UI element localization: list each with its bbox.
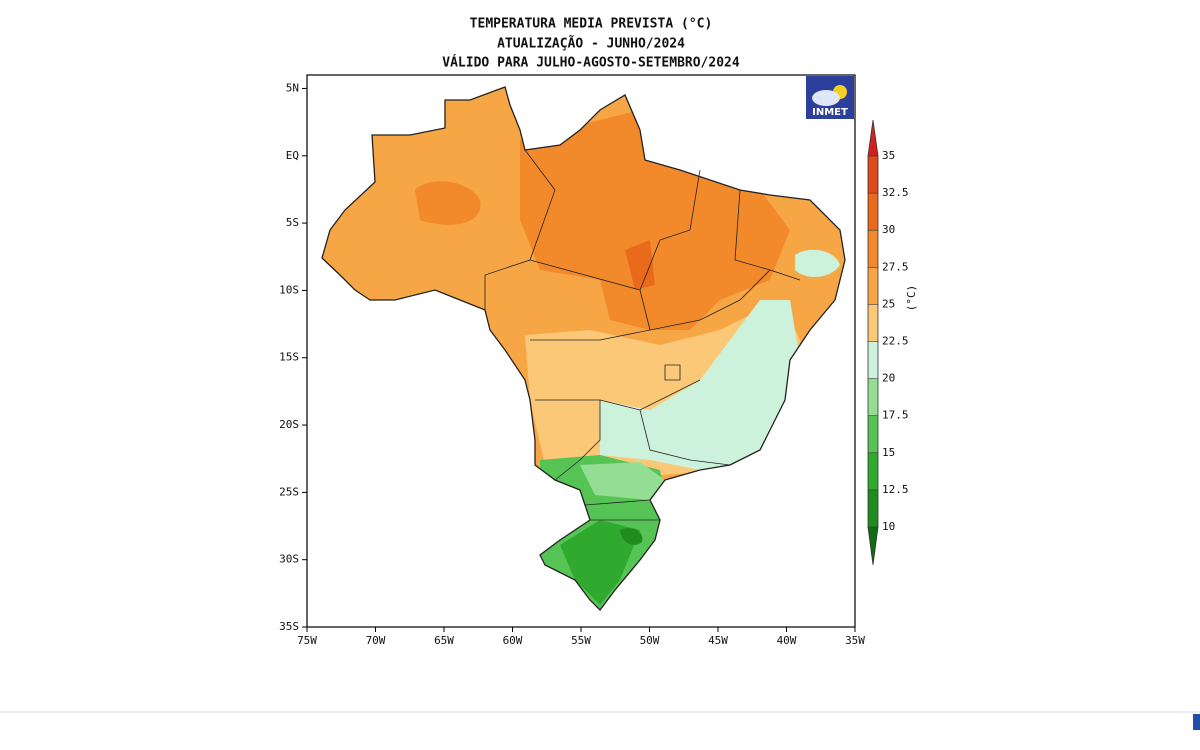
field-20-22 [600, 300, 800, 470]
title-block: TEMPERATURA MEDIA PREVISTA (°C) ATUALIZA… [442, 17, 740, 71]
logo-cloud [812, 90, 840, 106]
lat-tick-label: 10S [279, 283, 299, 296]
colorbar-bin [868, 304, 878, 342]
colorbar-tick-label: 15 [882, 446, 895, 459]
lon-tick-label: 45W [708, 634, 728, 647]
colorbar-unit: (°C) [905, 285, 918, 312]
lon-tick-label: 35W [845, 634, 865, 647]
colorbar-tick-label: 17.5 [882, 409, 909, 422]
colorbar-tick-label: 22.5 [882, 335, 909, 348]
colorbar-tick-label: 35 [882, 149, 895, 162]
title-line: TEMPERATURA MEDIA PREVISTA (°C) [470, 17, 713, 32]
lat-tick-label: 25S [279, 485, 299, 498]
colorbar-bin [868, 341, 878, 379]
field-20-22 [795, 249, 840, 277]
field-27-30 [415, 181, 481, 225]
colorbar-bin [868, 378, 878, 416]
lon-tick-label: 50W [640, 634, 660, 647]
lon-tick-label: 55W [571, 634, 591, 647]
lat-tick-label: 35S [279, 620, 299, 633]
lat-tick-label: 15S [279, 351, 299, 364]
corner-badge [1193, 714, 1200, 730]
lon-tick-label: 65W [434, 634, 454, 647]
colorbar-tick-label: 12.5 [882, 483, 909, 496]
colorbar-bin [868, 267, 878, 305]
field-10-12 [620, 528, 643, 545]
state-borders [321, 86, 846, 611]
field-27-30 [520, 110, 790, 330]
colorbar-over [868, 120, 878, 156]
field-17-20 [580, 462, 665, 500]
colorbar-tick-label: 30 [882, 223, 895, 236]
title-line: VÁLIDO PARA JULHO-AGOSTO-SETEMBRO/2024 [442, 55, 740, 71]
colorbar-tick-label: 10 [882, 520, 895, 533]
colorbar-under [868, 527, 878, 565]
colorbar-bin [868, 452, 878, 490]
axes: 75W 70W 65W 60W 55W 50W 45W 40W 35W 5N EQ 5S 10S 15S 2… [279, 81, 865, 647]
lon-tick-label: 40W [777, 634, 797, 647]
colorbar-bin [868, 230, 878, 268]
colorbar-bin [868, 415, 878, 453]
lat-tick-label: 30S [279, 553, 299, 566]
colorbar-tick-label: 32.5 [882, 186, 909, 199]
colorbar: 10 12.5 15 17.5 20 22.5 25 27.5 30 32.5 35 [867, 119, 909, 566]
lat-tick-label: 20S [279, 418, 299, 431]
title-line: ATUALIZAÇÃO - JUNHO/2024 [497, 36, 685, 52]
lon-tick-label: 70W [366, 634, 386, 647]
field-12-15 [560, 520, 640, 605]
lon-tick-label: 75W [297, 634, 317, 647]
lat-tick-label: 5N [286, 81, 299, 94]
lat-tick-label: 5S [286, 216, 299, 229]
colorbar-tick-label: 27.5 [882, 260, 909, 273]
colorbar-bin [868, 193, 878, 231]
inmet-logo: INMET [806, 76, 854, 119]
logo-text: INMET [812, 107, 848, 118]
colorbar-bin [868, 489, 878, 527]
lon-tick-label: 60W [503, 634, 523, 647]
colorbar-tick-label: 25 [882, 297, 895, 310]
colorbar-bin [868, 156, 878, 194]
lat-tick-label: EQ [286, 149, 299, 162]
field-30-32 [625, 240, 655, 290]
colorbar-tick-label: 20 [882, 372, 895, 385]
